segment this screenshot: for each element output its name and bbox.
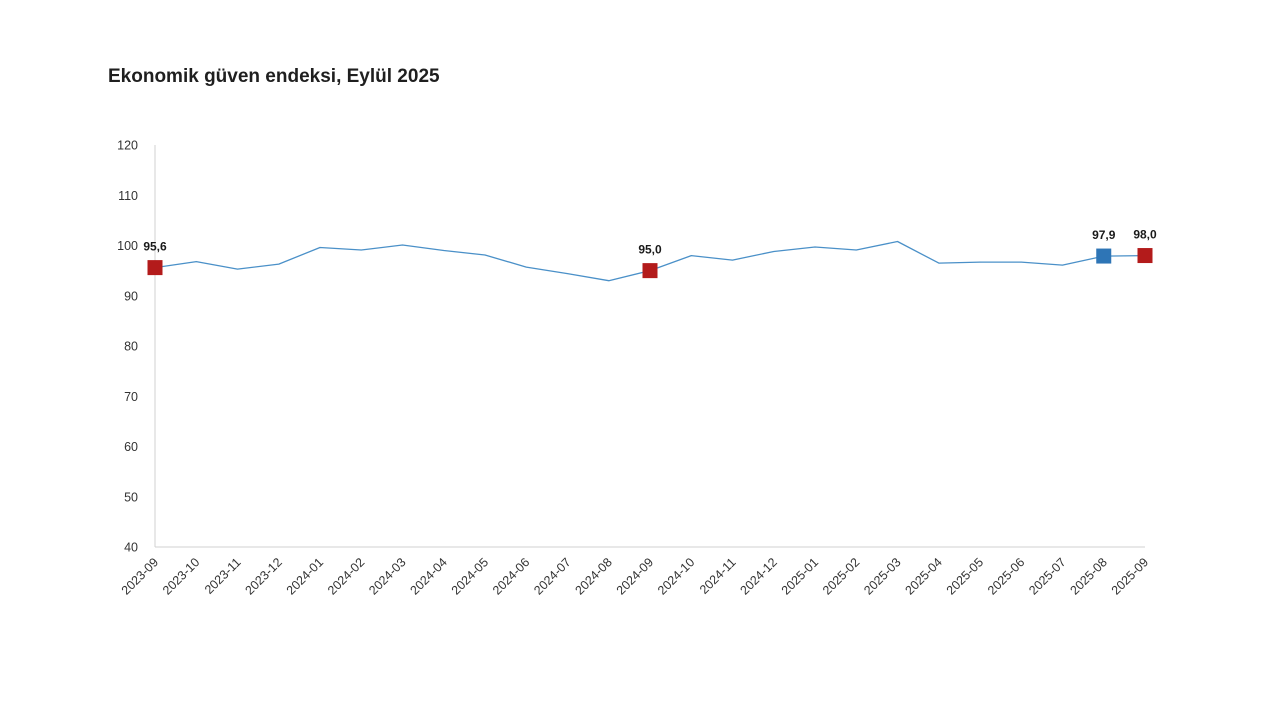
data-label: 95,0 (638, 243, 662, 257)
x-tick-label: 2023-12 (243, 555, 285, 597)
data-point (731, 259, 733, 261)
data-point (773, 250, 775, 252)
data-point (484, 254, 486, 256)
x-tick-label: 2023-09 (119, 555, 161, 597)
data-point (525, 266, 527, 268)
x-tick-label: 2025-05 (944, 555, 986, 597)
x-tick-label: 2024-05 (449, 555, 491, 597)
x-tick-label: 2025-04 (903, 555, 945, 597)
x-tick-label: 2024-11 (697, 555, 739, 597)
data-label: 98,0 (1133, 228, 1157, 242)
data-point (690, 254, 692, 256)
highlight-marker (1137, 248, 1153, 264)
y-tick-label: 40 (124, 541, 138, 555)
x-tick-label: 2024-02 (325, 555, 367, 597)
highlight-marker (642, 263, 658, 279)
x-tick-label: 2024-06 (490, 555, 532, 597)
highlight-marker (1096, 248, 1112, 264)
x-tick-label: 2024-01 (284, 555, 326, 597)
x-tick-label: 2024-03 (366, 555, 408, 597)
x-tick-label: 2025-03 (861, 555, 903, 597)
x-tick-label: 2024-09 (614, 555, 656, 597)
data-point (855, 249, 857, 251)
y-tick-label: 70 (124, 390, 138, 404)
data-point (443, 249, 445, 251)
data-point (566, 272, 568, 274)
highlight-marker (147, 260, 163, 276)
chart-title: Ekonomik güven endeksi, Eylül 2025 (108, 66, 440, 87)
x-tick-label: 2024-08 (573, 555, 615, 597)
data-point (608, 279, 610, 281)
data-point (319, 246, 321, 248)
x-tick-label: 2023-11 (202, 555, 244, 597)
data-label: 95,6 (143, 240, 167, 254)
y-tick-label: 60 (124, 440, 138, 454)
x-tick-label: 2024-10 (655, 555, 697, 597)
x-tick-label: 2025-07 (1026, 555, 1068, 597)
y-tick-label: 120 (117, 139, 138, 153)
data-point (938, 262, 940, 264)
data-point (236, 268, 238, 270)
y-tick-label: 50 (124, 490, 138, 504)
data-point (896, 240, 898, 242)
x-tick-label: 2025-02 (820, 555, 862, 597)
y-tick-label: 100 (117, 239, 138, 253)
x-tick-label: 2024-12 (738, 555, 780, 597)
data-point (360, 249, 362, 251)
data-point (1061, 264, 1063, 266)
y-tick-label: 90 (124, 289, 138, 303)
x-tick-label: 2025-06 (985, 555, 1027, 597)
y-tick-label: 110 (118, 189, 138, 203)
x-tick-label: 2025-01 (779, 555, 821, 597)
x-tick-label: 2023-10 (160, 555, 202, 597)
x-tick-label: 2025-08 (1068, 555, 1110, 597)
data-point (278, 263, 280, 265)
data-point (1020, 261, 1022, 263)
data-point (195, 260, 197, 262)
data-point (401, 244, 403, 246)
y-tick-label: 80 (124, 340, 138, 354)
x-tick-label: 2025-09 (1109, 555, 1151, 597)
data-point (814, 246, 816, 248)
x-tick-label: 2024-07 (531, 555, 573, 597)
data-point (979, 261, 981, 263)
x-tick-label: 2024-04 (408, 555, 450, 597)
data-label: 97,9 (1092, 228, 1116, 242)
